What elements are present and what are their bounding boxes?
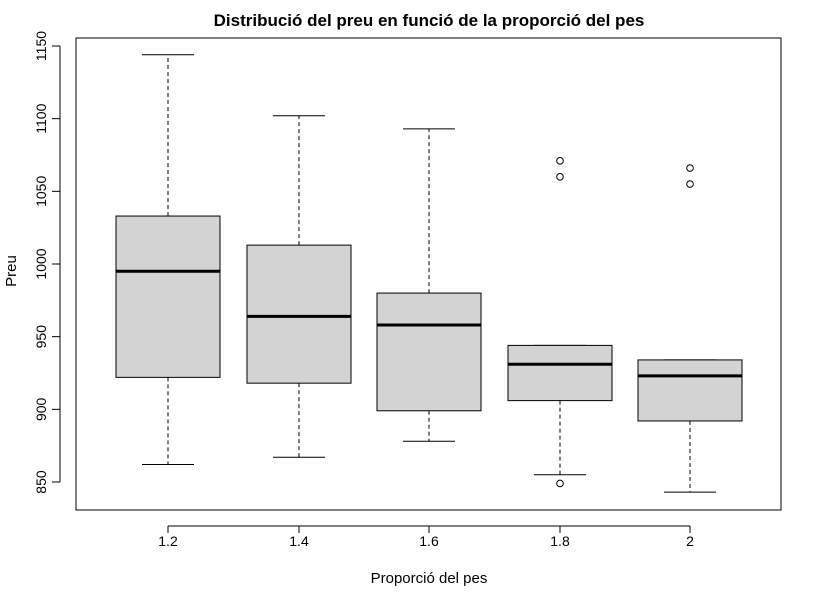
y-tick-label: 1000: [33, 248, 49, 279]
x-tick-label: 1.4: [289, 533, 309, 549]
x-tick-label: 1.6: [419, 533, 439, 549]
y-tick-label: 900: [33, 397, 49, 421]
box-2: [637, 164, 743, 493]
outlier-point: [556, 157, 564, 165]
box-iqr: [637, 359, 743, 422]
y-tick-label: 850: [33, 470, 49, 494]
y-tick-label: 950: [33, 325, 49, 349]
x-axis-label: Proporció del pes: [371, 570, 488, 587]
x-tick-label: 1.2: [158, 533, 178, 549]
y-tick-label: 1050: [33, 176, 49, 207]
box-iqr: [507, 344, 613, 402]
outlier-point: [556, 173, 564, 181]
chart-title: Distribució del preu en funció de la pro…: [214, 11, 645, 30]
outlier-point: [686, 180, 694, 188]
x-axis: 1.2 1.4 1.6 1.8 2: [158, 525, 694, 549]
y-tick-label: 1150: [33, 31, 49, 61]
box-iqr: [376, 292, 482, 412]
outlier-point: [686, 164, 694, 172]
box-1.2: [115, 54, 221, 466]
box-1.4: [246, 115, 352, 458]
y-axis-label: Preu: [3, 255, 20, 287]
boxplot-series: [115, 54, 743, 493]
box-1.8: [507, 157, 613, 488]
y-tick-label: 1100: [33, 103, 49, 133]
x-tick-label: 1.8: [550, 533, 570, 549]
plot-frame: [75, 37, 782, 511]
outlier-point: [556, 479, 564, 488]
box-iqr: [115, 215, 221, 378]
box-iqr: [246, 244, 352, 384]
box-1.6: [376, 128, 482, 442]
x-tick-label: 2: [686, 533, 694, 549]
y-axis: 850 900 950 1000 1050 1100 1150: [33, 31, 61, 494]
